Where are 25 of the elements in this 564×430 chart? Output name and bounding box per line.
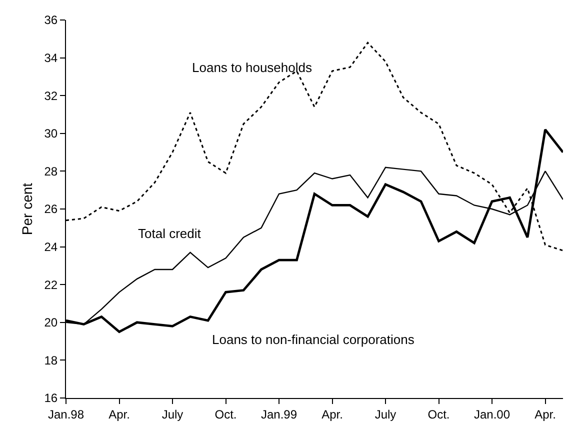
y-tick-label: 30	[44, 126, 58, 141]
x-tick-label: Jan.98	[48, 407, 84, 422]
series-label: Loans to households	[192, 60, 312, 75]
series-label: Loans to non-financial corporations	[212, 332, 415, 347]
y-tick-label: 34	[44, 51, 58, 65]
y-tick-label: 32	[44, 88, 58, 103]
x-tick-label: Jan.99	[260, 407, 298, 422]
y-tick-label: 22	[44, 278, 58, 292]
x-tick-label: July	[374, 407, 396, 422]
y-tick-label: 16	[44, 391, 58, 406]
y-axis-title: Per cent	[18, 182, 35, 236]
x-tick-label: Apr.	[534, 407, 556, 422]
x-tick-label: Oct.	[428, 407, 450, 422]
y-tick-label: 36	[44, 13, 58, 28]
y-tick-label: 28	[44, 164, 58, 178]
y-tick-label: 26	[44, 202, 58, 216]
series-label: Total credit	[138, 226, 202, 241]
y-tick-label: 24	[44, 240, 58, 254]
y-tick-label: 20	[44, 316, 58, 330]
x-tick-label: Jan.00	[474, 407, 510, 422]
x-tick-label: Oct.	[214, 407, 237, 422]
x-tick-label: Apr.	[322, 407, 343, 422]
x-tick-label: July	[162, 407, 184, 422]
x-tick-label: Apr.	[108, 407, 130, 422]
y-tick-label: 18	[44, 353, 58, 368]
